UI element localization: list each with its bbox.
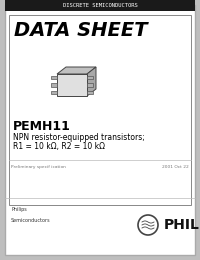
Text: DISCRETE SEMICONDUCTORS: DISCRETE SEMICONDUCTORS	[63, 3, 137, 8]
Bar	[51, 83, 57, 87]
Text: PHILIPS: PHILIPS	[164, 218, 200, 232]
Polygon shape	[57, 74, 87, 96]
Text: R1 = 10 kΩ, R2 = 10 kΩ: R1 = 10 kΩ, R2 = 10 kΩ	[13, 142, 105, 152]
Bar	[87, 76, 93, 79]
Text: 2001 Oct 22: 2001 Oct 22	[162, 165, 189, 169]
Bar	[87, 91, 93, 94]
Bar	[51, 76, 57, 79]
Text: DATA SHEET: DATA SHEET	[14, 21, 148, 40]
Polygon shape	[87, 67, 96, 96]
Text: Philips: Philips	[11, 207, 27, 212]
Text: NPN resistor-equipped transistors;: NPN resistor-equipped transistors;	[13, 133, 145, 142]
Bar	[51, 91, 57, 94]
Bar	[5, 0, 195, 11]
Bar	[9, 15, 191, 205]
Bar	[87, 83, 93, 87]
Text: PEMH11: PEMH11	[13, 120, 71, 133]
Text: Semiconductors: Semiconductors	[11, 218, 51, 223]
Text: Preliminary specif ication: Preliminary specif ication	[11, 165, 66, 169]
Polygon shape	[57, 67, 96, 74]
